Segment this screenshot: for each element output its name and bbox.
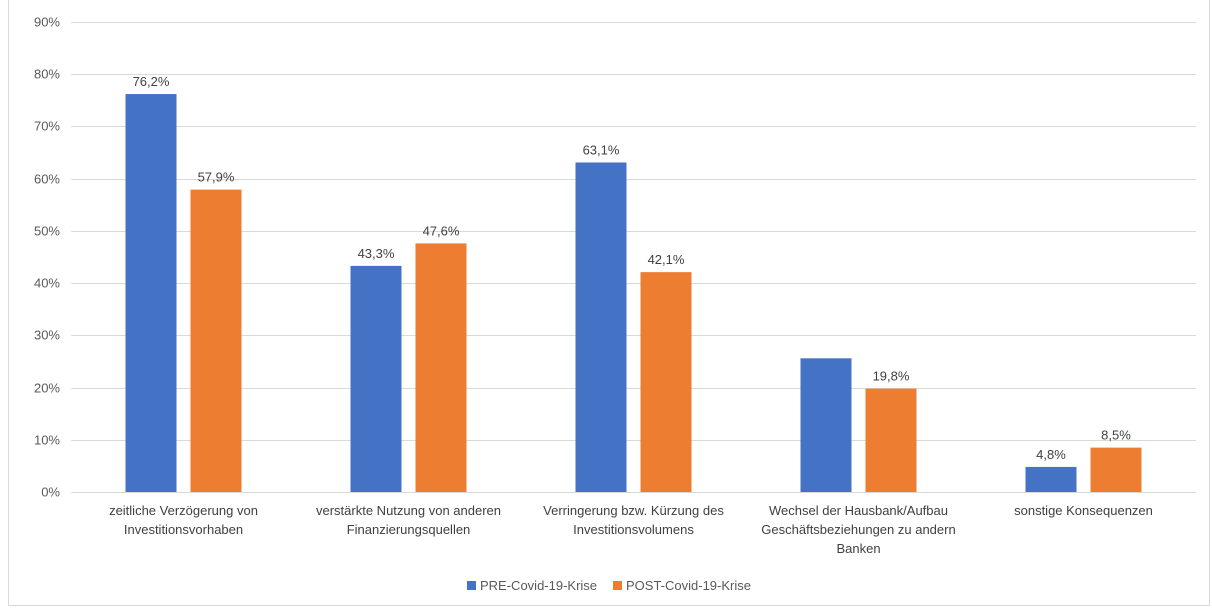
data-label: 42,1%: [648, 252, 685, 267]
bar-post-3: [865, 388, 917, 492]
category-label: Investitionsvorhaben: [124, 522, 243, 537]
data-labels: 76,2% 57,9% 43,3% 47,6% 63,1% 42,1% 19,8% 4,8% 8…: [133, 74, 1132, 462]
legend-swatch: [613, 581, 622, 590]
legend-label: PRE-Covid-19-Krise: [480, 578, 597, 593]
y-tick-label: 40%: [34, 276, 60, 291]
chart-frame: 0% 10% 20% 30% 40% 50% 60% 70% 80% 90% 76,2% 57,9%…: [8, 0, 1210, 606]
y-tick-label: 80%: [34, 67, 60, 82]
bar-post-2: [640, 272, 692, 492]
y-axis-tick-labels: 0% 10% 20% 30% 40% 50% 60% 70% 80% 90%: [34, 15, 60, 500]
y-tick-label: 50%: [34, 224, 60, 239]
data-label: 43,3%: [358, 246, 395, 261]
y-tick-label: 0%: [41, 485, 60, 500]
gridlines: [71, 22, 1196, 493]
bar-post-4: [1090, 447, 1142, 492]
y-tick-label: 30%: [34, 328, 60, 343]
y-tick-label: 20%: [34, 381, 60, 396]
data-label: 63,1%: [583, 142, 620, 157]
y-tick-label: 90%: [34, 15, 60, 30]
bar-pre-0: [125, 94, 177, 493]
data-label: 76,2%: [133, 74, 170, 89]
data-label: 8,5%: [1101, 428, 1131, 443]
x-axis-category-labels: zeitliche Verzögerung von Investitionsvor…: [109, 503, 1153, 556]
bar-pre-1: [350, 265, 402, 492]
category-label: Geschäftsbeziehungen zu andern: [761, 522, 955, 537]
bar-pre-4: [1025, 466, 1077, 492]
legend: PRE-Covid-19-Krise POST-Covid-19-Krise: [467, 578, 751, 593]
y-tick-label: 70%: [34, 119, 60, 134]
category-label: Finanzierungsquellen: [347, 522, 471, 537]
data-label: 47,6%: [423, 223, 460, 238]
category-label: Wechsel der Hausbank/Aufbau: [769, 503, 948, 518]
legend-label: POST-Covid-19-Krise: [626, 578, 751, 593]
category-label: Banken: [836, 541, 880, 556]
category-label: sonstige Konsequenzen: [1014, 503, 1153, 518]
bar-post-1: [415, 243, 467, 492]
bar-pre-2: [575, 162, 627, 492]
y-tick-label: 10%: [34, 433, 60, 448]
y-tick-label: 60%: [34, 172, 60, 187]
data-label: 57,9%: [198, 170, 235, 185]
data-label: 19,8%: [873, 369, 910, 384]
category-label: verstärkte Nutzung von anderen: [316, 503, 501, 518]
category-label: Verringerung bzw. Kürzung des: [543, 503, 724, 518]
bar-post-0: [190, 189, 242, 492]
category-label: zeitliche Verzögerung von: [109, 503, 258, 518]
bar-chart: 0% 10% 20% 30% 40% 50% 60% 70% 80% 90% 76,2% 57,9%…: [34, 15, 1196, 593]
category-label: Investitionsvolumens: [573, 522, 694, 537]
bars: [125, 94, 1142, 493]
bar-pre-3: [800, 358, 852, 492]
legend-swatch: [467, 581, 476, 590]
data-label: 4,8%: [1036, 447, 1066, 462]
